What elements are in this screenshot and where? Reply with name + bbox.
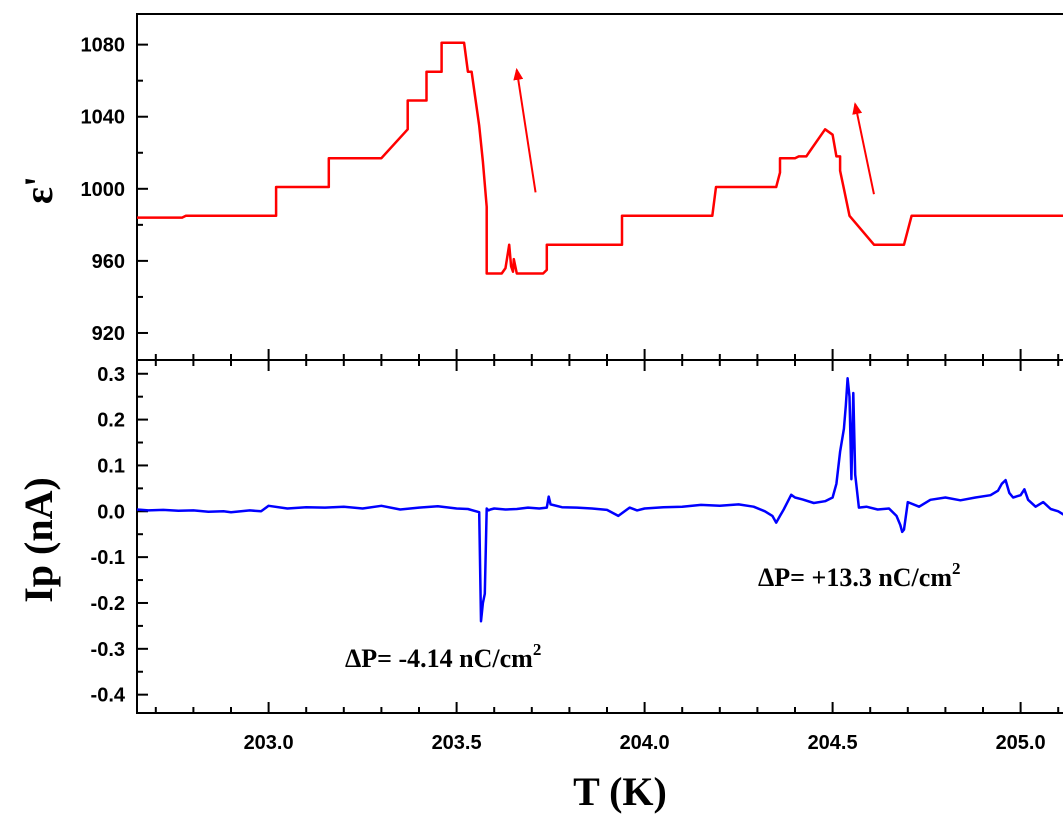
bottom-panel-ticks: 0.3 0.2 0.1 0.0 -0.1 -0.2 -0.3 -0.4 203.0 203.5 20… <box>91 360 1060 754</box>
bottom-y-tick-label: 0.1 <box>97 455 125 477</box>
top-y-tick-label: 1000 <box>81 179 126 201</box>
y-axis-title-top: ε' <box>16 176 61 204</box>
x-tick-label: 205.0 <box>996 732 1046 754</box>
arrow-annotations <box>513 67 875 195</box>
annotation-delta-p-positive: ΔP= +13.3 nC/cm2 <box>758 559 960 592</box>
bottom-y-tick-label: -0.1 <box>91 547 125 569</box>
y-axis-title-bottom: Ip (nA) <box>16 477 61 603</box>
permittivity-line <box>137 41 1063 275</box>
bottom-y-tick-label: -0.4 <box>91 685 126 707</box>
annotation-delta-p-positive-sup: 2 <box>952 559 961 578</box>
top-y-tick-label: 1040 <box>81 107 126 129</box>
x-tick-label: 204.5 <box>808 732 858 754</box>
bottom-y-tick-label: 0.3 <box>97 364 125 386</box>
heating-direction-arrow <box>852 102 875 195</box>
permittivity-series-group <box>137 41 1063 275</box>
heating-direction-arrow <box>513 67 537 193</box>
annotation-delta-p-negative-sup: 2 <box>533 640 542 659</box>
x-tick-label: 204.0 <box>620 732 670 754</box>
annotation-delta-p-positive-text: ΔP= +13.3 nC/cm <box>758 563 952 592</box>
bottom-panel-frame <box>136 359 1063 714</box>
bottom-y-tick-label: 0.0 <box>97 501 125 523</box>
x-axis-title: T (K) <box>573 769 667 814</box>
annotation-delta-p-negative: ΔP= -4.14 nC/cm2 <box>345 640 541 673</box>
x-tick-label: 203.0 <box>244 732 294 754</box>
current-series-group <box>136 377 1063 623</box>
x-tick-label: 203.5 <box>432 732 482 754</box>
bottom-y-tick-label: 0.2 <box>97 410 125 432</box>
top-panel-ticks: 920 960 1000 1040 1080 <box>81 35 1060 360</box>
top-y-tick-label: 920 <box>92 323 125 345</box>
top-y-tick-label: 1080 <box>81 35 126 57</box>
bottom-y-tick-label: -0.2 <box>91 593 125 615</box>
annotation-delta-p-negative-text: ΔP= -4.14 nC/cm <box>345 644 533 673</box>
current-line <box>136 377 1063 623</box>
bottom-y-tick-label: -0.3 <box>91 639 125 661</box>
top-y-tick-label: 960 <box>92 251 125 273</box>
